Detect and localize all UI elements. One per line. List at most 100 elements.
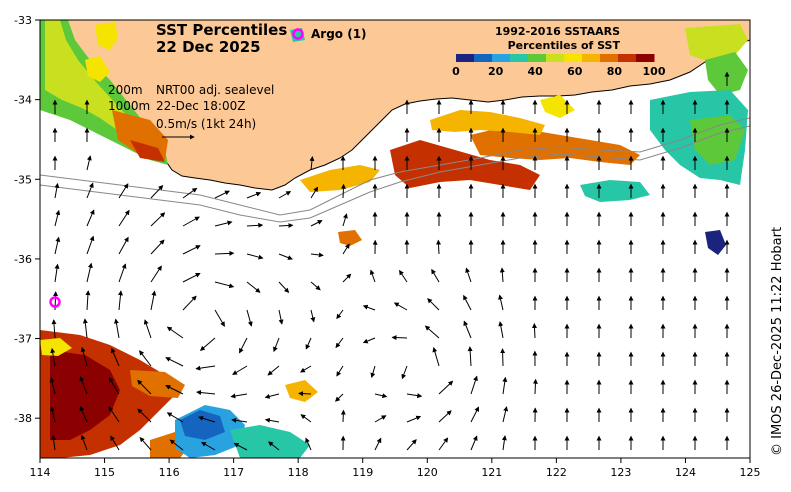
current-vector	[406, 439, 417, 451]
current-vector	[54, 263, 60, 283]
colorbar-swatch	[564, 54, 583, 62]
current-vector	[246, 309, 253, 327]
current-vector	[340, 183, 346, 199]
current-vector	[465, 267, 472, 283]
current-vector	[86, 262, 93, 283]
current-vector	[108, 406, 120, 423]
current-vector	[230, 393, 248, 399]
current-vector	[80, 346, 88, 367]
y-tick-label: -35	[14, 173, 32, 186]
current-vector	[438, 410, 452, 423]
current-vector	[214, 220, 233, 227]
current-vector	[214, 281, 235, 289]
current-vector	[436, 239, 442, 255]
current-vector	[467, 346, 473, 367]
current-vector	[470, 435, 478, 451]
colorbar-tick-label: 20	[488, 65, 504, 78]
current-vector	[137, 379, 152, 395]
depth-1000-label: 1000m	[108, 99, 150, 113]
current-vector	[438, 380, 454, 395]
current-vector	[150, 239, 165, 255]
argo-legend-label: Argo (1)	[311, 27, 367, 41]
current-vector	[532, 322, 538, 339]
current-vector	[342, 213, 348, 227]
current-vector	[310, 281, 321, 291]
colorbar-title-2: Percentiles of SST	[508, 39, 621, 52]
colorbar-swatch	[456, 54, 475, 62]
current-vector	[406, 393, 423, 399]
current-vector	[335, 337, 344, 349]
current-vectors	[49, 71, 730, 451]
x-tick-label: 116	[159, 466, 180, 479]
current-vector	[374, 393, 388, 399]
current-vector	[113, 318, 120, 339]
current-vector	[182, 295, 197, 311]
current-vector	[336, 365, 344, 377]
current-vector	[438, 437, 449, 451]
x-axis: 114 115 116 117 118 119 120 121 122 123 124 125	[30, 458, 761, 479]
current-vector	[82, 318, 88, 339]
current-vector	[278, 309, 284, 325]
current-vector	[80, 434, 88, 451]
current-vector	[427, 298, 440, 311]
colorbar-tick-label: 40	[528, 65, 544, 78]
current-vector	[54, 209, 61, 227]
current-vector	[199, 337, 216, 351]
current-vector	[278, 253, 293, 260]
percentile-colorbar	[456, 54, 655, 62]
map-frame	[39, 19, 751, 459]
x-tick-label: 120	[417, 466, 438, 479]
current-vector	[499, 267, 505, 283]
current-vector	[399, 269, 408, 283]
colorbar-ticks: 0 20 40 60 80 100	[452, 65, 666, 78]
vector-scale-label: 0.5m/s (1kt 24h)	[156, 117, 256, 131]
x-tick-label: 118	[288, 466, 309, 479]
current-vector	[117, 290, 123, 311]
current-vector	[143, 319, 152, 339]
current-vector	[86, 235, 95, 255]
current-vector	[246, 222, 264, 228]
current-vector	[51, 435, 57, 451]
current-vector	[166, 412, 184, 423]
current-vector	[200, 441, 216, 451]
x-tick-label: 115	[94, 466, 115, 479]
current-vector	[374, 437, 382, 451]
current-vector	[182, 245, 201, 255]
current-vector	[370, 365, 376, 378]
y-tick-label: -38	[14, 412, 32, 425]
colorbar-swatch	[618, 54, 637, 62]
current-vector	[264, 417, 280, 423]
current-vector	[401, 365, 408, 380]
current-vector	[362, 337, 376, 344]
current-vector	[342, 243, 350, 255]
current-vector	[424, 325, 440, 339]
current-vector	[118, 209, 130, 227]
current-vector	[391, 335, 408, 341]
current-vector	[165, 385, 184, 395]
current-vector	[305, 337, 312, 350]
y-axis: -33 -34 -35 -36 -37 -38	[14, 14, 40, 425]
x-tick-label: 121	[481, 466, 502, 479]
current-vector	[310, 186, 319, 199]
argo-float-marker[interactable]	[49, 296, 61, 308]
current-vector	[118, 183, 129, 199]
currents-time-label: 22-Dec 18:00Z	[156, 99, 245, 113]
colorbar-swatch	[510, 54, 529, 62]
current-vector	[432, 346, 440, 367]
current-vector	[342, 273, 352, 283]
current-vector	[86, 155, 92, 171]
x-tick-label: 114	[30, 466, 51, 479]
current-vector	[139, 436, 152, 451]
current-vector	[165, 357, 184, 367]
current-vector	[86, 209, 95, 227]
map-title-line2: 22 Dec 2025	[156, 38, 261, 56]
colorbar-swatch	[600, 54, 619, 62]
colorbar-swatch	[474, 54, 493, 62]
current-vector	[498, 294, 504, 311]
current-vector	[305, 437, 312, 451]
current-vector	[299, 365, 312, 373]
current-vector	[118, 263, 127, 283]
current-vector	[431, 268, 440, 283]
current-vector	[231, 417, 248, 423]
current-vector	[139, 350, 152, 367]
